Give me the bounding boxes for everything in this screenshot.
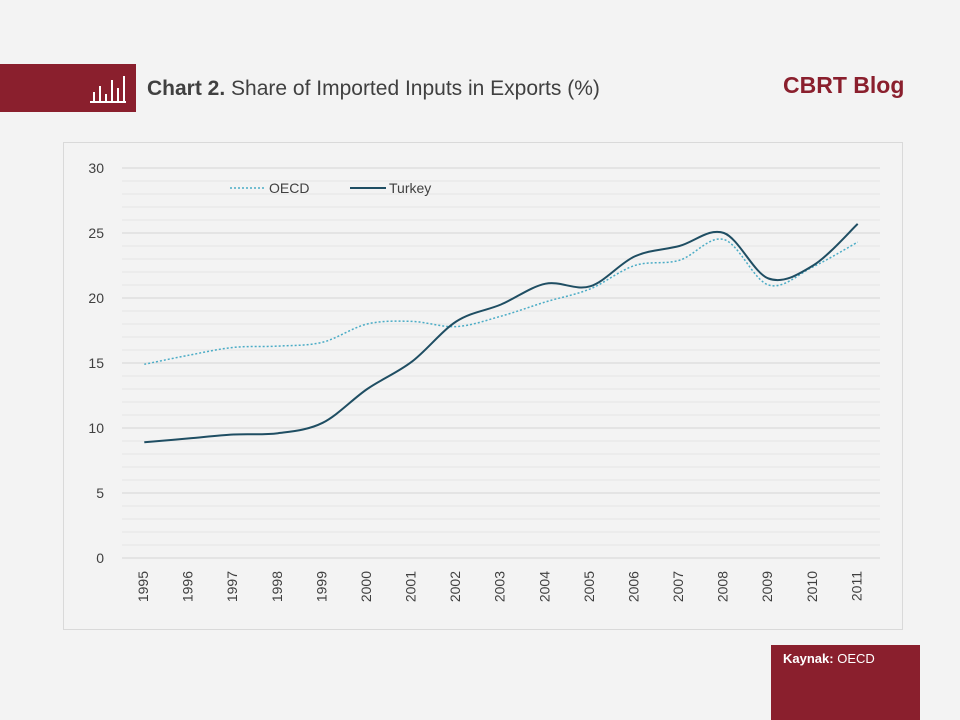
- chart-title: Chart 2. Share of Imported Inputs in Exp…: [147, 77, 600, 101]
- x-tick-label: 1996: [180, 571, 196, 602]
- chart-title-prefix: Chart 2.: [147, 77, 226, 100]
- x-tick-label: 2003: [492, 571, 508, 602]
- x-tick-label: 1998: [269, 571, 285, 602]
- x-tick-label: 1995: [135, 571, 151, 602]
- x-tick-label: 2008: [715, 571, 731, 602]
- line-chart: 0 5 10 15 20 25 30 1995 1996 1997 1998 1999 2000 2001…: [88, 160, 880, 602]
- bar-chart-icon: [90, 76, 126, 103]
- y-tick-label: 0: [96, 550, 104, 566]
- chart-area: 0 5 10 15 20 25 30 1995 1996 1997 1998 1999 2000 2001…: [63, 142, 903, 630]
- y-tick-label: 15: [88, 355, 104, 371]
- chart-title-text: Share of Imported Inputs in Exports (%): [231, 77, 600, 100]
- x-tick-label: 2001: [403, 571, 419, 602]
- source-label: Kaynak:: [783, 651, 834, 666]
- series-line-oecd: [144, 238, 859, 366]
- x-tick-label: 2006: [625, 571, 641, 602]
- brand-name: CBRT Blog: [783, 72, 905, 98]
- x-tick-label: 1999: [313, 571, 329, 602]
- x-tick-label: 2005: [581, 571, 597, 602]
- x-tick-label: 2000: [358, 571, 374, 602]
- y-tick-label: 30: [88, 160, 104, 176]
- x-tick-label: 2011: [848, 571, 864, 601]
- legend-label-oecd: OECD: [269, 180, 309, 196]
- x-tick-label: 2010: [804, 571, 820, 602]
- x-tick-label: 1997: [224, 571, 240, 602]
- y-tick-label: 25: [88, 225, 104, 241]
- series-line-turkey: [144, 223, 859, 444]
- x-tick-label: 2009: [759, 571, 775, 602]
- source-box: Kaynak: OECD: [771, 645, 920, 720]
- source-value: OECD: [837, 651, 875, 666]
- y-tick-label: 5: [96, 485, 104, 501]
- x-tick-label: 2007: [670, 571, 686, 602]
- legend-label-turkey: Turkey: [389, 180, 431, 196]
- x-tick-label: 2002: [447, 571, 463, 602]
- y-tick-label: 10: [88, 420, 104, 436]
- y-tick-label: 20: [88, 290, 104, 306]
- x-tick-label: 2004: [536, 571, 552, 602]
- header-accent-bar: [0, 64, 136, 112]
